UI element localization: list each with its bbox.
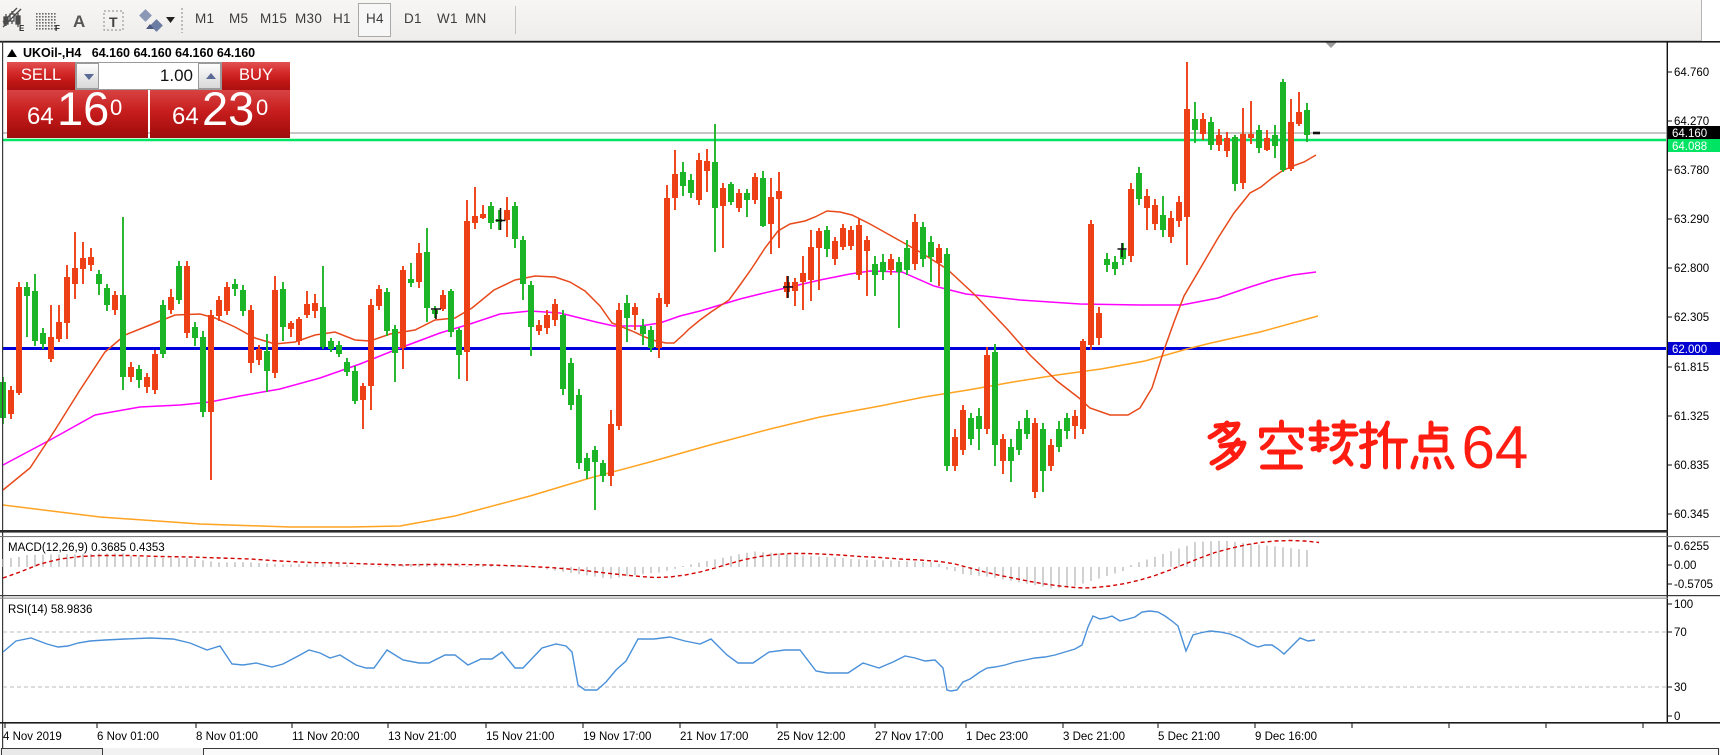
svg-text:30: 30 — [1674, 682, 1687, 694]
svg-text:62.305: 62.305 — [1674, 312, 1709, 324]
svg-text:61.815: 61.815 — [1674, 362, 1709, 374]
svg-text:0.6255: 0.6255 — [1674, 541, 1709, 553]
svg-text:21 Nov 17:00: 21 Nov 17:00 — [680, 731, 748, 743]
svg-text:MACD(12,26,9) 0.3685 0.4353: MACD(12,26,9) 0.3685 0.4353 — [8, 542, 165, 554]
svg-text:64.088: 64.088 — [1672, 141, 1707, 153]
svg-text:27 Nov 17:00: 27 Nov 17:00 — [875, 731, 943, 743]
svg-text:63.290: 63.290 — [1674, 214, 1709, 226]
svg-text:F: F — [55, 24, 60, 33]
svg-text:E: E — [19, 24, 25, 33]
svg-text:62.000: 62.000 — [1672, 344, 1707, 356]
svg-text:70: 70 — [1674, 627, 1687, 639]
svg-text:60.345: 60.345 — [1674, 509, 1709, 521]
svg-text:-0.5705: -0.5705 — [1674, 579, 1713, 591]
svg-text:8 Nov 01:00: 8 Nov 01:00 — [196, 731, 258, 743]
svg-text:A: A — [73, 12, 85, 31]
svg-text:4 Nov 2019: 4 Nov 2019 — [3, 731, 62, 743]
svg-text:64: 64 — [1462, 414, 1529, 481]
svg-text:64.270: 64.270 — [1674, 116, 1709, 128]
svg-text:5 Dec 21:00: 5 Dec 21:00 — [1158, 731, 1220, 743]
svg-text:11 Nov 20:00: 11 Nov 20:00 — [292, 731, 360, 743]
svg-text:T: T — [109, 14, 118, 30]
svg-text:15 Nov 21:00: 15 Nov 21:00 — [486, 731, 554, 743]
svg-text:3 Dec 21:00: 3 Dec 21:00 — [1063, 731, 1125, 743]
svg-text:RSI(14) 58.9836: RSI(14) 58.9836 — [8, 604, 92, 616]
svg-text:0: 0 — [1674, 711, 1680, 723]
svg-text:60.835: 60.835 — [1674, 460, 1709, 472]
svg-text:100: 100 — [1674, 599, 1693, 611]
svg-text:9 Dec 16:00: 9 Dec 16:00 — [1255, 731, 1317, 743]
svg-text:63.780: 63.780 — [1674, 165, 1709, 177]
svg-text:19 Nov 17:00: 19 Nov 17:00 — [583, 731, 651, 743]
svg-text:6 Nov 01:00: 6 Nov 01:00 — [97, 731, 159, 743]
svg-text:13 Nov 21:00: 13 Nov 21:00 — [388, 731, 456, 743]
svg-text:64.160: 64.160 — [1672, 128, 1707, 140]
svg-text:61.325: 61.325 — [1674, 411, 1709, 423]
svg-text:0.00: 0.00 — [1674, 560, 1696, 572]
svg-text:62.800: 62.800 — [1674, 263, 1709, 275]
svg-text:64.760: 64.760 — [1674, 67, 1709, 79]
svg-text:25 Nov 12:00: 25 Nov 12:00 — [777, 731, 845, 743]
svg-text:1 Dec 23:00: 1 Dec 23:00 — [966, 731, 1028, 743]
